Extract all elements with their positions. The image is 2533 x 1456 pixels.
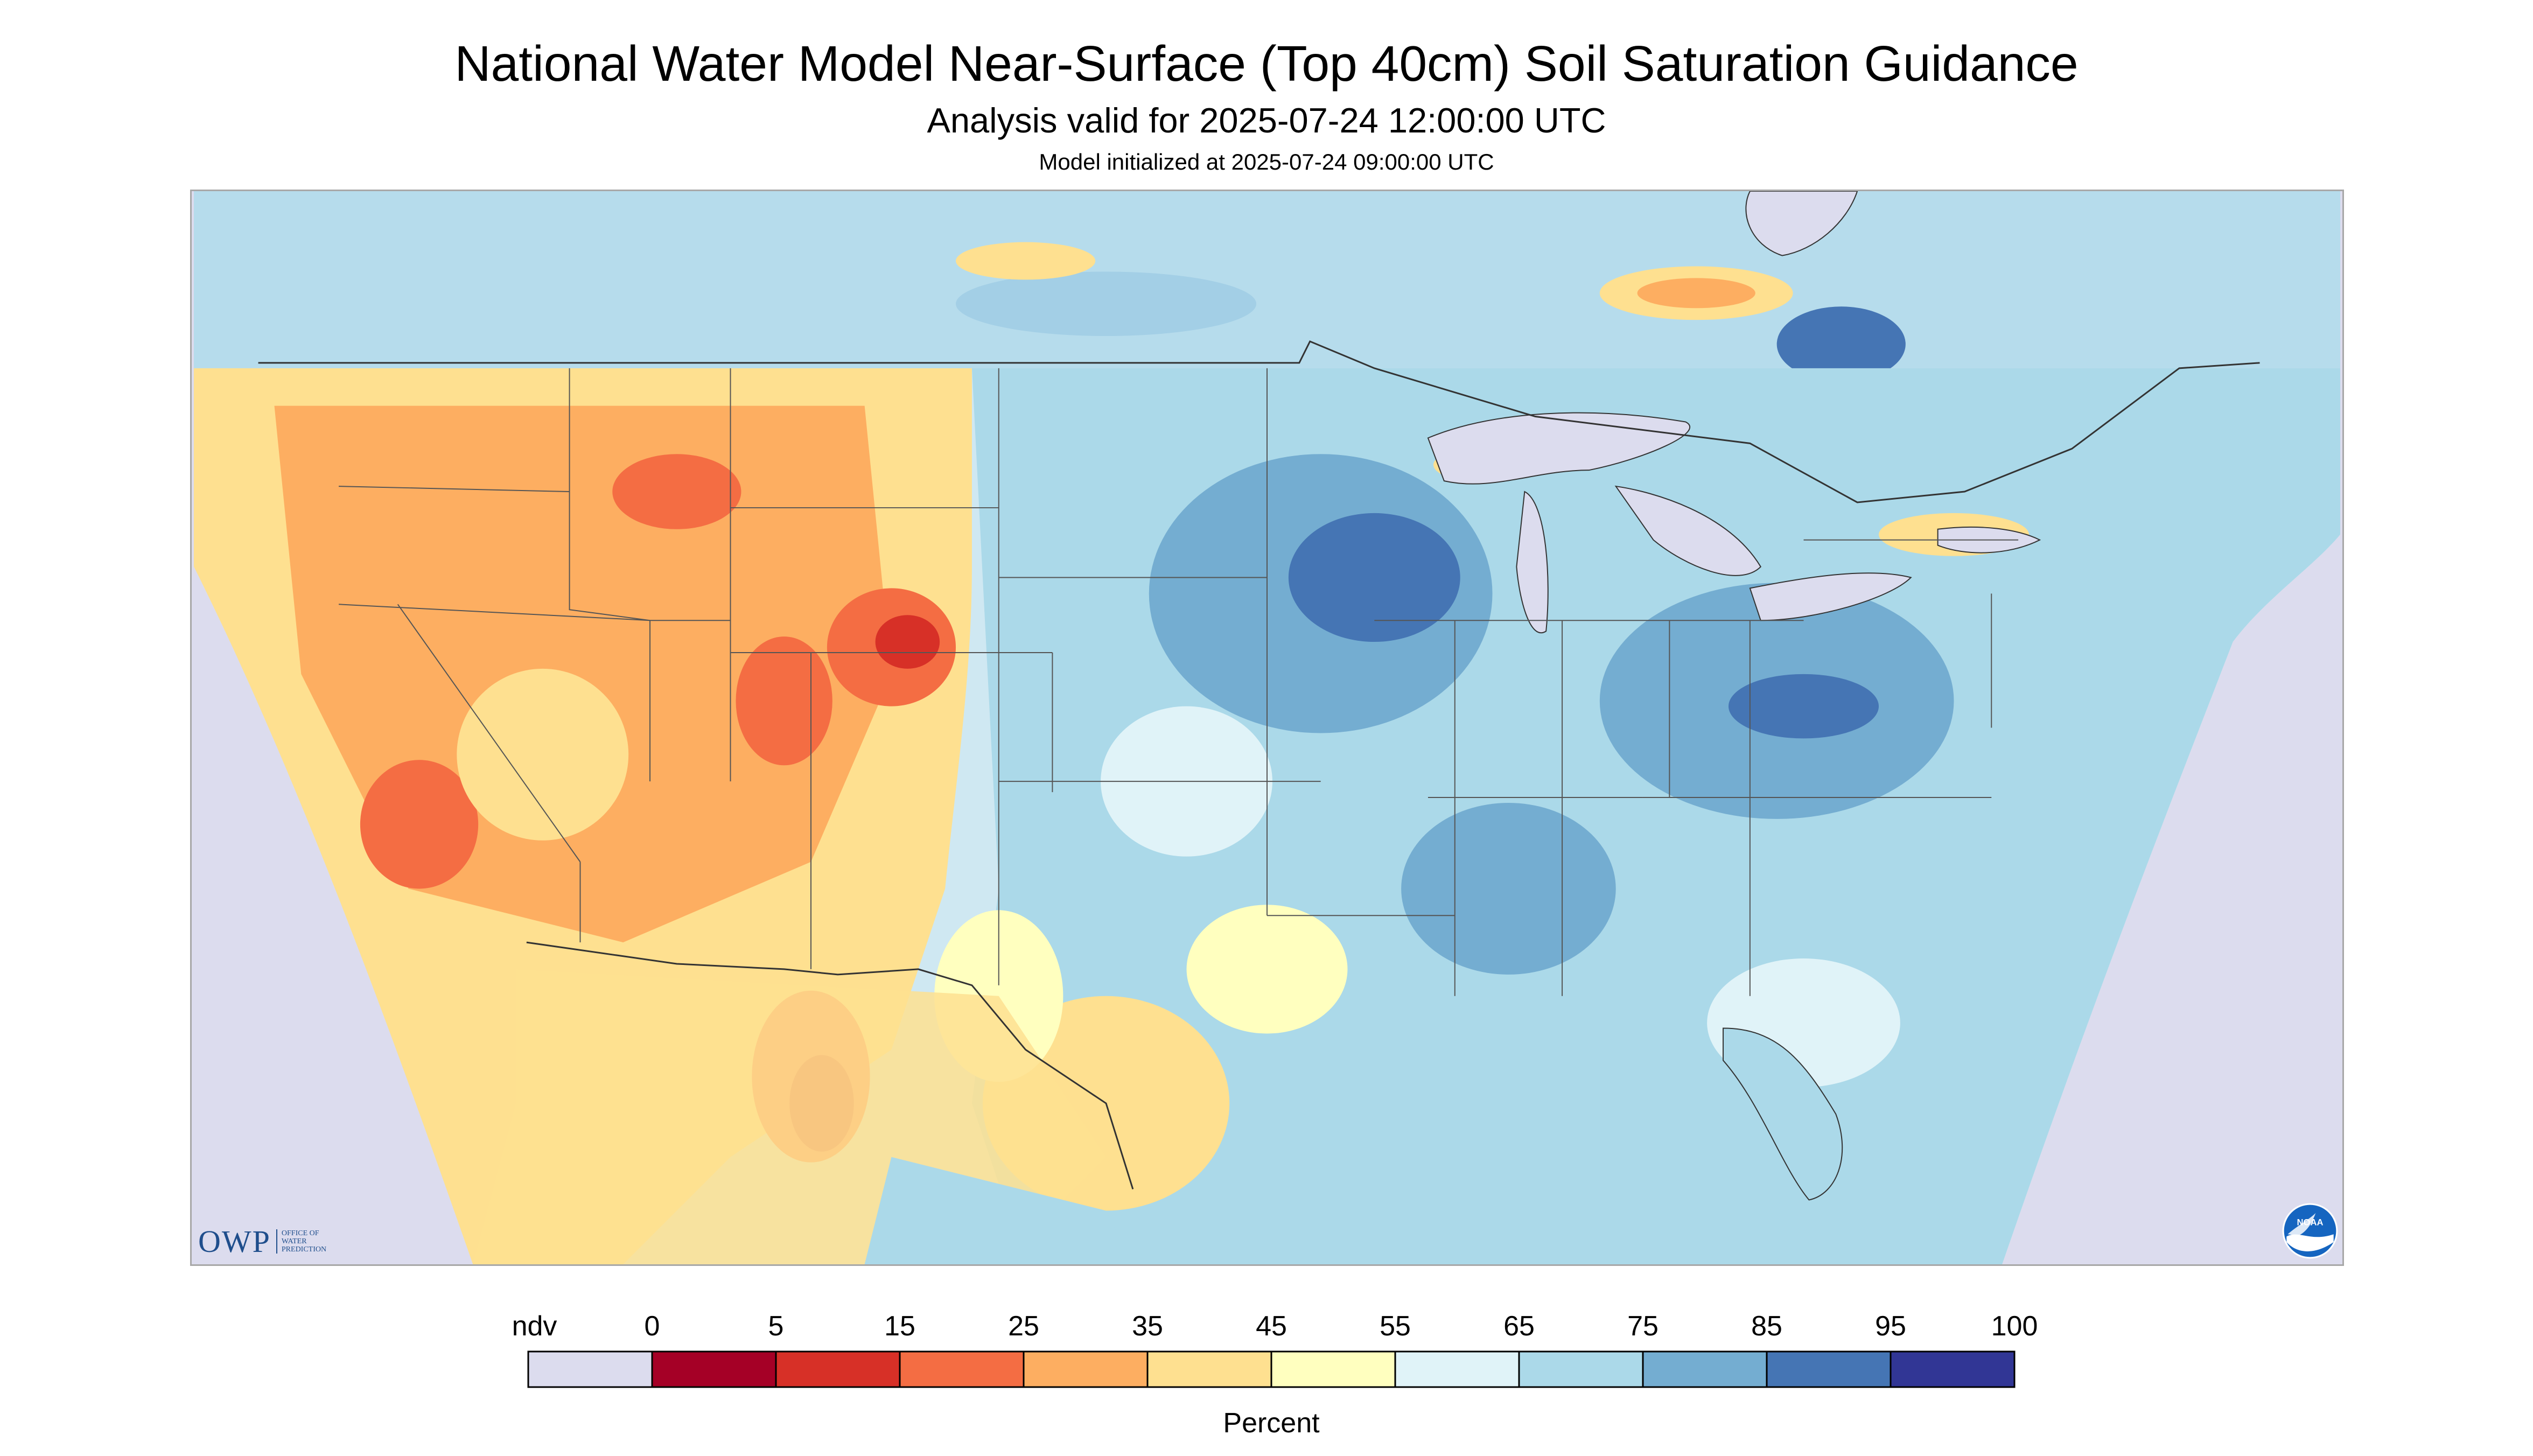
legend-swatch [1270, 1350, 1396, 1388]
great-lakes [1427, 412, 2041, 633]
owp-sub-line-3: PREDICTION [281, 1245, 327, 1254]
legend-swatch [775, 1350, 901, 1388]
owp-logo-text: OWP [198, 1223, 271, 1259]
legend-swatch [1023, 1350, 1149, 1388]
legend-swatch [1642, 1350, 1768, 1388]
soil-saturation-map [194, 191, 2340, 1264]
color-legend: ndv 0 5 15 25 35 45 55 65 75 85 95 100 Percent [0, 1292, 2533, 1454]
legend-tick-label: 75 [1627, 1311, 1659, 1342]
noaa-logo-text: NOAA [2297, 1217, 2324, 1228]
owp-sub-line-1: OFFICE OF [281, 1229, 319, 1237]
owp-logo-subtext: OFFICE OF WATER PREDICTION [276, 1229, 326, 1254]
legend-tick-label: 85 [1751, 1311, 1782, 1342]
legend-tick-label: 0 [645, 1311, 660, 1342]
legend-tick-label: 65 [1503, 1311, 1535, 1342]
legend-swatch [1890, 1350, 2016, 1388]
legend-tick-label: 100 [1991, 1311, 2038, 1342]
owp-sub-line-2: WATER [281, 1237, 307, 1245]
legend-tick-label: 25 [1008, 1311, 1039, 1342]
model-init-line: Model initialized at 2025-07-24 09:00:00… [1039, 149, 1494, 174]
legend-swatch [1766, 1350, 1892, 1388]
owp-logo: OWP OFFICE OF WATER PREDICTION [198, 1222, 326, 1260]
legend-tick-label: 35 [1132, 1311, 1163, 1342]
map-panel [190, 190, 2344, 1266]
state-borders [339, 368, 2019, 996]
legend-swatch [1394, 1350, 1520, 1388]
legend-tick-label: 5 [768, 1311, 784, 1342]
map-subtitle: Analysis valid for 2025-07-24 12:00:00 U… [927, 101, 1606, 140]
noaa-logo: NOAA [2282, 1203, 2338, 1259]
legend-unit-label: Percent [1223, 1408, 1320, 1439]
legend-tick-label: 15 [884, 1311, 915, 1342]
legend-tick-label: 55 [1380, 1311, 1411, 1342]
legend-tick-label: 45 [1256, 1311, 1287, 1342]
legend-swatch [1518, 1350, 1644, 1388]
us-canada-border [258, 340, 2260, 503]
map-title: National Water Model Near-Surface (Top 4… [454, 36, 2079, 92]
legend-tick-label: ndv [512, 1311, 557, 1342]
title-block: National Water Model Near-Surface (Top 4… [0, 33, 2533, 179]
legend-tick-label: 95 [1875, 1311, 1906, 1342]
legend-swatch [651, 1350, 777, 1388]
legend-swatch [899, 1350, 1025, 1388]
legend-swatch [527, 1350, 653, 1388]
legend-svg: ndv 0 5 15 25 35 45 55 65 75 85 95 100 Percent [512, 1311, 2038, 1439]
legend-swatch [1146, 1350, 1272, 1388]
us-mexico-border [526, 941, 1134, 1189]
